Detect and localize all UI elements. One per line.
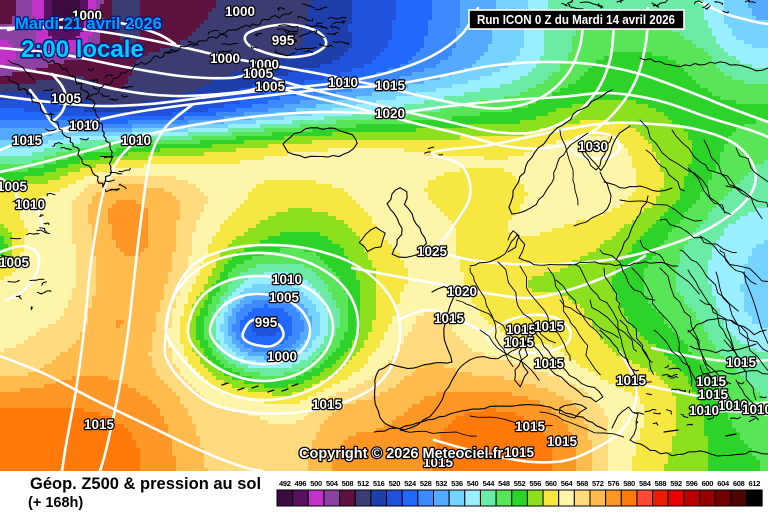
svg-text:1015: 1015 [726, 355, 757, 370]
svg-text:1015: 1015 [534, 319, 565, 334]
svg-text:1015: 1015 [547, 434, 578, 449]
svg-text:516: 516 [373, 479, 385, 488]
svg-text:Run ICON 0 Z du Mardi 14 avril: Run ICON 0 Z du Mardi 14 avril 2026 [477, 12, 675, 27]
svg-text:604: 604 [717, 479, 730, 488]
svg-text:588: 588 [655, 479, 667, 488]
svg-text:580: 580 [623, 479, 635, 488]
svg-text:1020: 1020 [375, 106, 405, 121]
svg-text:1015: 1015 [84, 417, 115, 432]
svg-text:532: 532 [436, 479, 448, 488]
svg-text:1015: 1015 [698, 387, 729, 402]
svg-text:1015: 1015 [504, 445, 535, 460]
svg-text:Géop. Z500 & pression au sol: Géop. Z500 & pression au sol [30, 475, 261, 493]
svg-text:504: 504 [326, 479, 339, 488]
svg-text:596: 596 [686, 479, 698, 488]
svg-text:1000: 1000 [210, 51, 240, 66]
svg-text:1015: 1015 [506, 322, 537, 337]
svg-text:560: 560 [545, 479, 557, 488]
svg-text:552: 552 [514, 479, 526, 488]
svg-text:576: 576 [608, 479, 620, 488]
svg-text:1020: 1020 [447, 284, 477, 299]
svg-text:1010: 1010 [69, 118, 99, 133]
svg-text:572: 572 [592, 479, 604, 488]
svg-text:524: 524 [404, 479, 417, 488]
svg-text:544: 544 [482, 479, 495, 488]
svg-text:1010: 1010 [272, 272, 302, 287]
svg-text:1005: 1005 [51, 91, 82, 106]
svg-text:2:00 locale: 2:00 locale [21, 36, 144, 63]
svg-text:1015: 1015 [434, 311, 465, 326]
svg-text:528: 528 [420, 479, 432, 488]
svg-text:600: 600 [702, 479, 714, 488]
svg-text:1010: 1010 [15, 197, 45, 212]
svg-text:568: 568 [576, 479, 588, 488]
svg-text:1015: 1015 [375, 78, 406, 93]
svg-text:496: 496 [295, 479, 307, 488]
svg-text:1000: 1000 [225, 4, 255, 19]
svg-text:995: 995 [272, 33, 295, 48]
svg-text:1005: 1005 [269, 290, 300, 305]
svg-text:492: 492 [279, 479, 291, 488]
svg-text:995: 995 [255, 315, 278, 330]
svg-text:1010: 1010 [718, 398, 748, 413]
svg-text:1015: 1015 [12, 133, 43, 148]
svg-text:1005: 1005 [0, 179, 28, 194]
svg-text:612: 612 [749, 479, 761, 488]
svg-text:1000: 1000 [72, 8, 102, 23]
svg-text:1015: 1015 [423, 455, 454, 470]
svg-text:556: 556 [529, 479, 541, 488]
svg-text:1010: 1010 [121, 133, 151, 148]
svg-text:1025: 1025 [417, 244, 448, 259]
svg-text:1015: 1015 [312, 397, 343, 412]
svg-text:1005: 1005 [243, 66, 274, 81]
svg-text:Copyright © 2026 Meteociel.fr: Copyright © 2026 Meteociel.fr [299, 446, 503, 462]
svg-text:1010: 1010 [689, 403, 719, 418]
svg-text:548: 548 [498, 479, 510, 488]
svg-text:1030: 1030 [578, 139, 608, 154]
svg-text:1015: 1015 [616, 373, 647, 388]
svg-text:1005: 1005 [0, 255, 30, 270]
svg-text:1000: 1000 [267, 349, 297, 364]
svg-text:1015: 1015 [534, 356, 565, 371]
svg-text:1000: 1000 [249, 57, 279, 72]
svg-text:512: 512 [357, 479, 369, 488]
svg-text:592: 592 [670, 479, 682, 488]
svg-text:500: 500 [310, 479, 322, 488]
svg-text:564: 564 [561, 479, 574, 488]
svg-text:1005: 1005 [255, 79, 286, 94]
svg-text:1010: 1010 [328, 75, 358, 90]
svg-text:608: 608 [733, 479, 745, 488]
svg-text:540: 540 [467, 479, 479, 488]
svg-text:584: 584 [639, 479, 652, 488]
svg-text:1015: 1015 [696, 374, 727, 389]
svg-text:1015: 1015 [515, 419, 546, 434]
svg-text:(+ 168h): (+ 168h) [28, 495, 83, 511]
svg-text:1010: 1010 [742, 402, 768, 417]
svg-text:1015: 1015 [504, 335, 535, 350]
svg-text:Mardi 21 avril 2026: Mardi 21 avril 2026 [15, 15, 162, 33]
svg-text:536: 536 [451, 479, 463, 488]
svg-text:508: 508 [342, 479, 354, 488]
svg-text:520: 520 [389, 479, 401, 488]
